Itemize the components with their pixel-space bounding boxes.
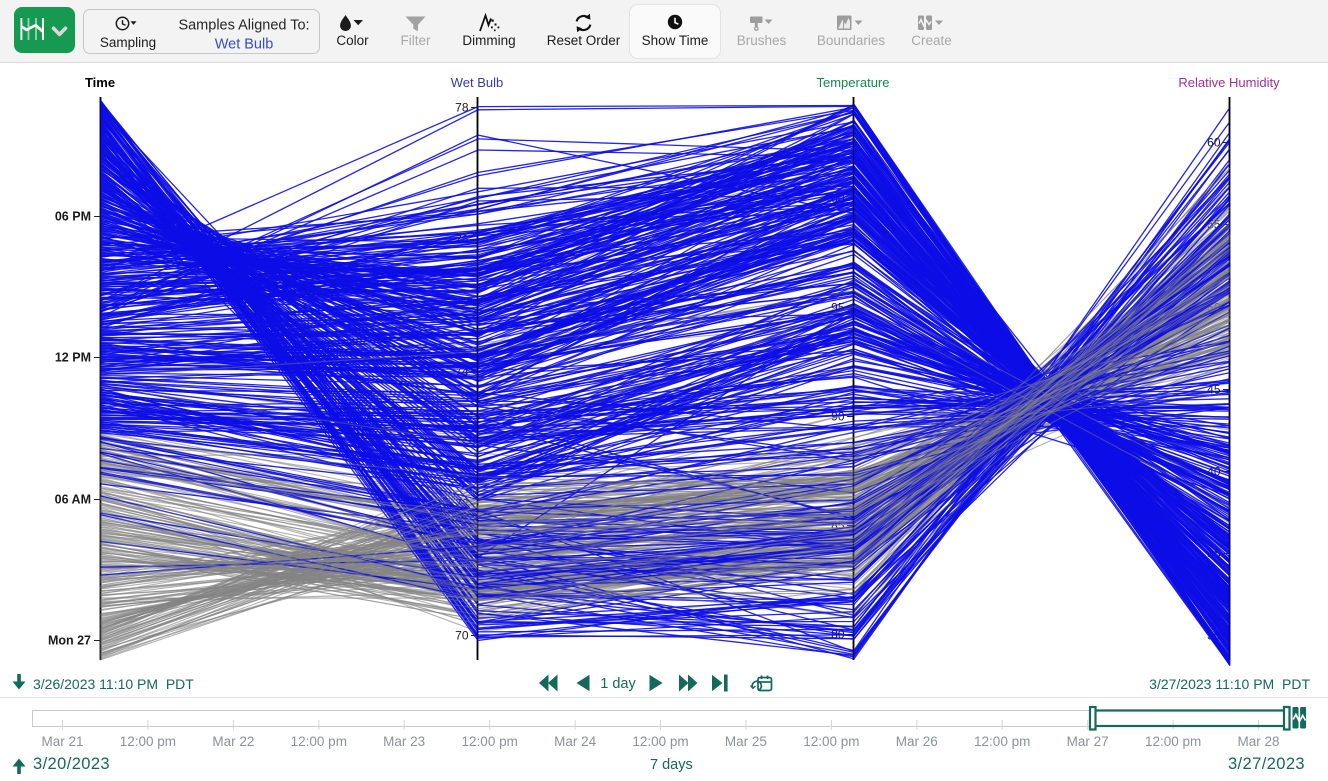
- svg-text:06 PM: 06 PM: [55, 210, 91, 224]
- svg-text:Sampling: Sampling: [100, 35, 156, 50]
- svg-text:78: 78: [455, 101, 469, 115]
- svg-text:06 AM: 06 AM: [55, 493, 91, 507]
- svg-text:Samples Aligned To:: Samples Aligned To:: [178, 18, 309, 34]
- svg-text:12 PM: 12 PM: [55, 351, 91, 365]
- svg-text:70: 70: [455, 629, 469, 643]
- svg-text:Time: Time: [85, 75, 115, 90]
- svg-text:Wet Bulb: Wet Bulb: [215, 37, 274, 53]
- svg-text:Mon 27: Mon 27: [48, 634, 91, 648]
- svg-text:Relative Humidity: Relative Humidity: [1178, 75, 1280, 90]
- svg-text:Temperature: Temperature: [817, 75, 890, 90]
- svg-text:Wet Bulb: Wet Bulb: [451, 75, 504, 90]
- svg-text:1 day: 1 day: [600, 676, 636, 692]
